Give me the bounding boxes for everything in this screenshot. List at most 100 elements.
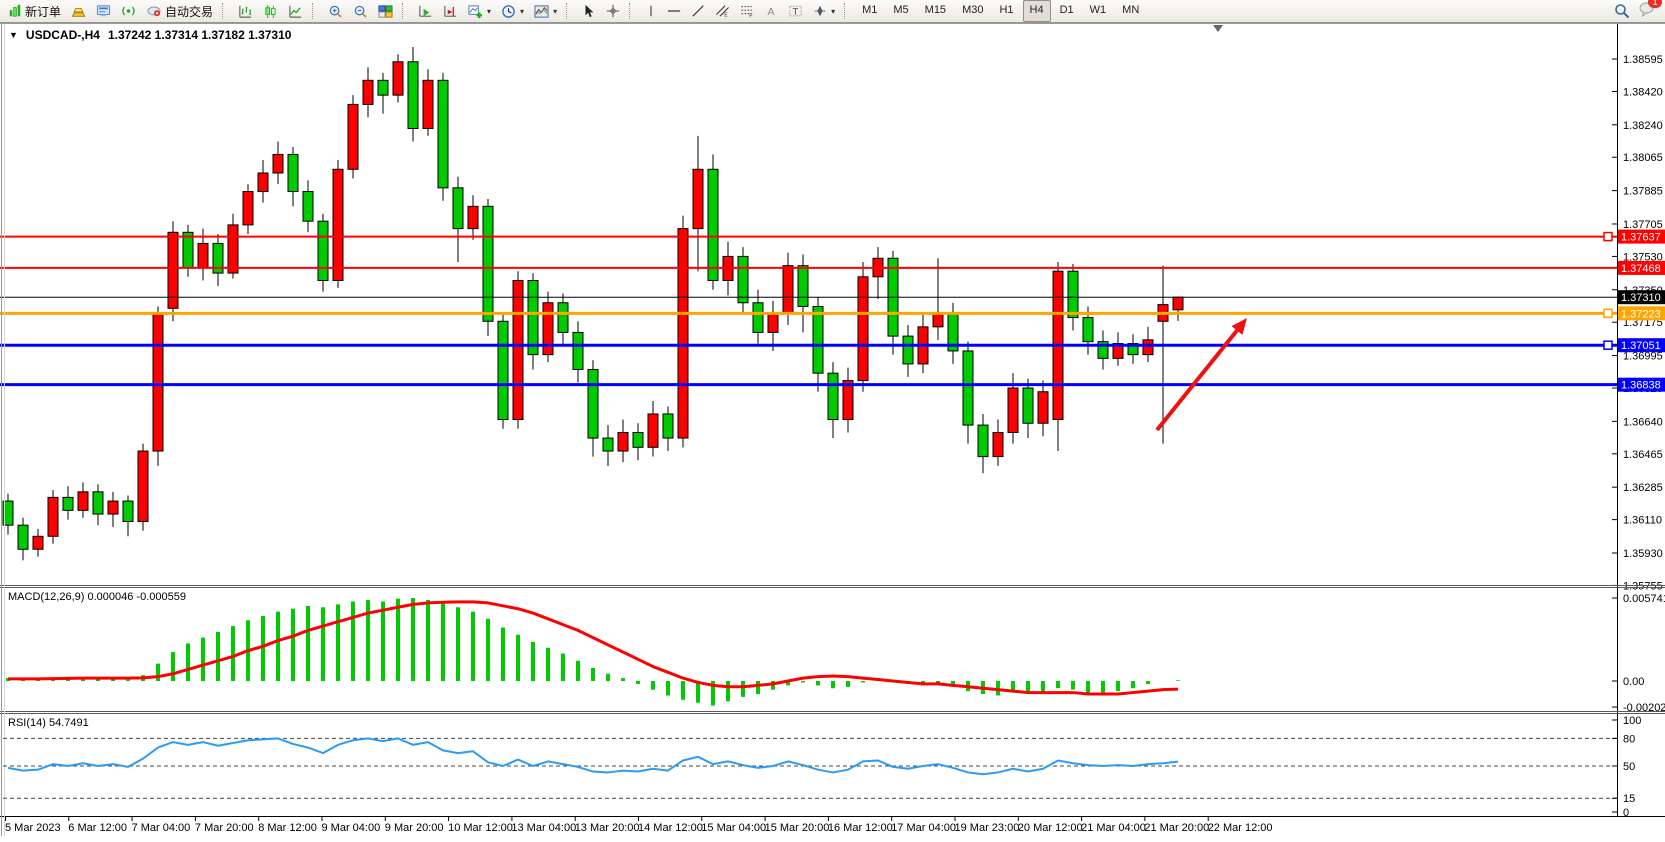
chart-title-overlay: ▼ USDCAD-,H4 1.37242 1.37314 1.37182 1.3… [9, 28, 291, 42]
price-tag-label: 1.36838 [1621, 380, 1661, 392]
candle-bullish [77, 491, 89, 511]
toolbar-separator [844, 3, 852, 19]
candle-bullish [1037, 391, 1049, 424]
shapes-tool-button[interactable]: ▾ [808, 0, 840, 22]
candle-bullish [1112, 343, 1124, 359]
candlestick-icon [265, 4, 276, 18]
price-tag-label: 1.37468 [1621, 263, 1661, 275]
macd-tick-label: 0.005741 [1623, 593, 1665, 605]
new-order-icon [9, 4, 21, 17]
candlestick-mode-button[interactable] [258, 0, 283, 22]
search-icon[interactable] [1614, 3, 1630, 19]
candle-bullish [272, 153, 284, 174]
zoom-out-icon [354, 5, 367, 18]
timeframe-button-m15[interactable]: M15 [924, 4, 947, 16]
auto-scroll-icon [419, 5, 432, 17]
signal-icon [122, 6, 135, 16]
chart-shift-button[interactable] [438, 0, 463, 22]
candle-bullish [767, 313, 779, 333]
candle-bearish [527, 280, 539, 356]
dropdown-caret-icon: ▾ [520, 6, 525, 16]
bar-chart-mode-button[interactable] [233, 0, 258, 22]
price-tag-box [1618, 229, 1665, 244]
line-handle[interactable] [1603, 340, 1613, 350]
trend-arrow-head[interactable] [1231, 318, 1247, 335]
rsi-layer [7, 737, 1179, 776]
svg-text:F: F [749, 14, 752, 18]
bar-chart-icon [239, 5, 252, 18]
auto-trading-icon [147, 6, 161, 17]
cursor-tool-button[interactable] [577, 0, 601, 22]
candle-bullish [242, 191, 254, 226]
fibonacci-tool-button[interactable]: F [735, 0, 760, 22]
periods-button[interactable]: ▾ [496, 0, 529, 22]
timeframe-button-m30[interactable]: M30 [962, 4, 984, 16]
fibonacci-icon: F [741, 6, 753, 18]
market-watch-button[interactable] [66, 0, 91, 22]
candle-bullish [227, 224, 239, 274]
candle-bearish [407, 61, 419, 130]
line-handle[interactable] [1603, 308, 1613, 319]
candle-bearish [737, 255, 749, 304]
auto-scroll-button[interactable] [413, 0, 438, 22]
symbol-dropdown-icon[interactable]: ▼ [9, 30, 18, 40]
trendline-tool-button[interactable] [686, 0, 710, 22]
candle-bearish [497, 320, 509, 421]
timeframe-button-d1[interactable]: D1 [1059, 4, 1074, 16]
candle-bearish [707, 168, 719, 282]
tile-windows-button[interactable] [373, 0, 398, 22]
timeframe-button-h4[interactable]: H4 [1022, 0, 1051, 22]
trend-arrow-shaft[interactable] [1155, 329, 1239, 432]
horizontal-line-tool-button[interactable] [662, 0, 686, 22]
vertical-line-tool-button[interactable] [640, 0, 662, 22]
candle-bearish [1067, 270, 1079, 319]
timeframe-button-m1[interactable]: M1 [862, 4, 878, 16]
candle-bearish [602, 437, 614, 452]
rsi-tick-label: 80 [1623, 733, 1635, 745]
macd-signal-line [8, 600, 1179, 696]
candle-bullish [392, 61, 404, 96]
line-handle[interactable] [1603, 231, 1613, 242]
rsi-tick-label: 50 [1623, 761, 1635, 773]
new-order-button[interactable]: 新订单 [3, 0, 66, 22]
timeframe-button-w1[interactable]: W1 [1089, 4, 1107, 16]
signals-button[interactable] [116, 0, 141, 22]
timeframe-bar: M1 M5 M15 M30 H1 H4 D1 W1 MN [855, 0, 1146, 22]
auto-trading-button[interactable]: 自动交易 [141, 0, 218, 22]
candle-bullish [1142, 339, 1154, 356]
candle-bearish [92, 491, 104, 515]
zoom-in-icon [329, 5, 342, 18]
candle-bullish [542, 302, 554, 356]
crosshair-tool-button[interactable] [601, 0, 625, 22]
timeframe-button-mn[interactable]: MN [1122, 4, 1140, 16]
price-tick-label: 1.37705 [1623, 219, 1663, 231]
text-label-tool-button[interactable]: T [783, 0, 808, 22]
time-label: 9 Mar 04:00 [322, 822, 381, 834]
time-label: 14 Mar 12:00 [638, 822, 703, 834]
timeframe-button-h1[interactable]: H1 [999, 4, 1014, 16]
text-tool-button[interactable]: A [760, 0, 783, 22]
time-label: 16 Mar 12:00 [828, 822, 893, 834]
terminal-button[interactable] [91, 0, 116, 22]
time-label: 8 Mar 12:00 [258, 822, 317, 834]
timeframe-button-m5[interactable]: M5 [893, 4, 909, 16]
candle-bullish [257, 172, 269, 193]
templates-button[interactable]: ▾ [529, 0, 562, 22]
candle-bearish [977, 424, 989, 458]
rsi-tick-label: 15 [1623, 793, 1635, 805]
notification-count-badge: 1 [1648, 0, 1662, 8]
channel-tool-button[interactable]: E [710, 0, 735, 22]
line-chart-mode-button[interactable] [283, 0, 308, 22]
time-label: 7 Mar 04:00 [132, 822, 191, 834]
chart-shift-marker-icon[interactable] [1213, 25, 1223, 32]
zoom-out-button[interactable] [348, 0, 373, 22]
time-label: 21 Mar 04:00 [1081, 822, 1146, 834]
candle-bearish [452, 187, 464, 230]
notifications-button[interactable]: 1 [1638, 0, 1662, 22]
svg-text:A: A [768, 6, 776, 18]
price-tag-box [1618, 306, 1665, 321]
zoom-in-button[interactable] [323, 0, 348, 22]
add-indicator-button[interactable]: ▾ [463, 0, 496, 22]
toolbar-separator [402, 3, 410, 19]
